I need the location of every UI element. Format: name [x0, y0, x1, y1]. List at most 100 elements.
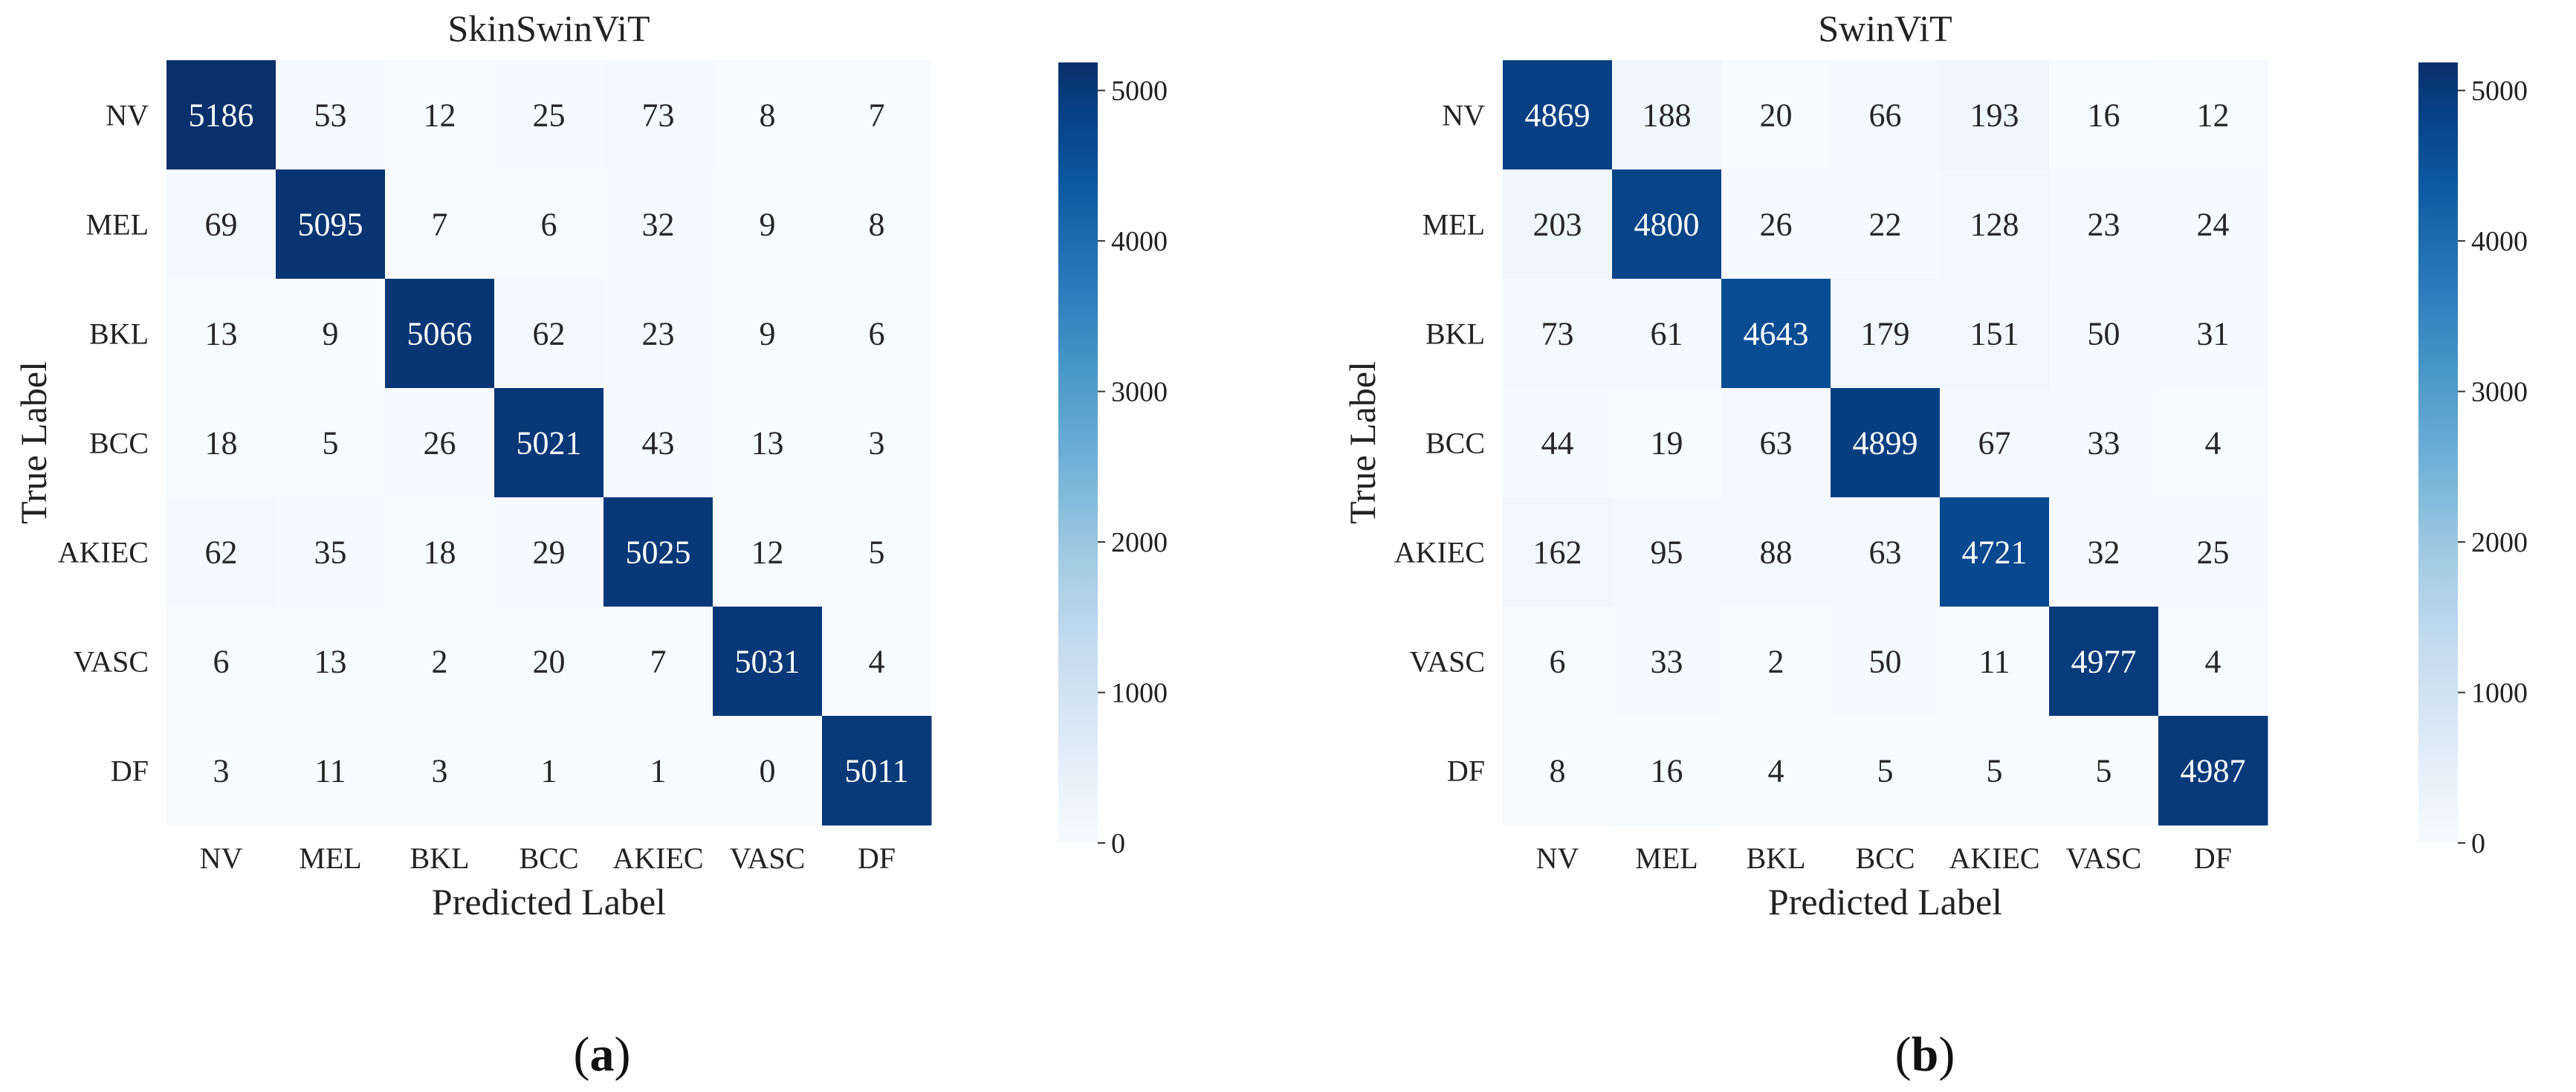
cell-value-label: 11	[314, 753, 346, 789]
cell-value-label: 4977	[2071, 644, 2137, 680]
cell-value-label: 6	[1550, 644, 1566, 680]
cell-value-label: 7	[869, 97, 885, 134]
cell-value-label: 16	[1651, 753, 1683, 789]
cell-value-label: 2	[1768, 644, 1784, 680]
cell-value-label: 13	[314, 644, 347, 680]
x-tick-label: VASC	[2066, 841, 2142, 875]
cell-value-label: 25	[2197, 534, 2230, 571]
cell-value-label: 4869	[1525, 97, 1590, 134]
cell-value-label: 18	[424, 534, 456, 571]
heatmap-cell	[494, 388, 604, 498]
cell-value-label: 16	[2088, 97, 2120, 134]
heatmap-cell	[713, 60, 823, 170]
cell-value-label: 9	[760, 316, 776, 352]
heatmap-cell	[494, 716, 604, 826]
y-tick-label: MEL	[86, 208, 149, 242]
cell-value-label: 128	[1970, 207, 2019, 243]
cell-value-label: 33	[2088, 425, 2120, 462]
x-tick-label: MEL	[1635, 841, 1698, 875]
heatmap-cell	[1503, 169, 1613, 280]
heatmap-cell	[1612, 388, 1722, 498]
heatmap-cell	[166, 279, 276, 389]
heatmap-cell	[2158, 716, 2268, 826]
heatmap-cell	[1831, 60, 1941, 170]
cell-value-label: 3	[869, 425, 885, 462]
heatmap-cell	[1612, 607, 1722, 717]
heatmap-cell	[603, 716, 713, 826]
heatmap-cell	[1831, 497, 1941, 607]
heatmap-cell	[713, 279, 823, 389]
cell-value-label: 66	[1869, 97, 1902, 134]
cell-value-label: 1	[541, 753, 557, 789]
colorbar-tick-label: 1000	[1111, 678, 1168, 709]
heatmap-cell	[2158, 607, 2268, 717]
heatmap-cell	[385, 279, 495, 389]
cell-value-label: 20	[533, 644, 566, 680]
cell-value-label: 88	[1760, 534, 1793, 571]
colorbar-tick-label: 0	[2471, 828, 2485, 859]
heatmap-cell	[603, 279, 713, 389]
heatmap-cell	[1503, 60, 1613, 170]
x-axis-title: Predicted Label	[1768, 881, 2002, 923]
cell-value-label: 62	[533, 316, 566, 352]
cell-value-label: 33	[1651, 644, 1683, 680]
cell-value-label: 8	[760, 97, 776, 134]
cell-value-label: 5011	[844, 753, 908, 789]
cell-value-label: 4643	[1744, 316, 1809, 352]
cell-value-label: 31	[2197, 316, 2230, 352]
chart-title: SwinViT	[1818, 7, 1952, 49]
heatmap-cell	[1503, 607, 1613, 717]
heatmap-cell	[494, 169, 604, 280]
heatmap-cell	[2049, 388, 2159, 498]
cell-value-label: 67	[1978, 425, 2011, 462]
colorbar-tick-label: 5000	[1111, 76, 1168, 107]
cell-value-label: 13	[205, 316, 238, 352]
heatmap-cell	[1721, 388, 1831, 498]
colorbar	[2418, 62, 2458, 843]
y-tick-label: NV	[1442, 99, 1485, 132]
colorbar-tick-label: 5000	[2471, 76, 2528, 107]
y-axis-title: True Label	[1342, 361, 1383, 524]
y-tick-label: MEL	[1423, 208, 1485, 242]
cell-value-label: 50	[1869, 644, 1902, 680]
x-tick-label: NV	[1536, 841, 1579, 875]
heatmap-cell	[713, 388, 823, 498]
heatmap-cell	[1831, 388, 1941, 498]
heatmap-cell	[166, 60, 276, 170]
heatmap-cell	[2158, 169, 2268, 280]
cell-value-label: 63	[1760, 425, 1793, 462]
y-tick-label: BCC	[89, 427, 149, 460]
cell-value-label: 12	[751, 534, 784, 571]
heatmap-cell	[166, 388, 276, 498]
cell-value-label: 32	[2088, 534, 2120, 571]
cell-value-label: 5031	[735, 644, 800, 680]
cell-value-label: 12	[2197, 97, 2230, 134]
cell-value-label: 4	[2205, 644, 2221, 680]
cell-value-label: 53	[314, 97, 347, 134]
cell-value-label: 95	[1651, 534, 1683, 571]
cell-value-label: 69	[205, 207, 238, 243]
heatmap-cell	[603, 60, 713, 170]
heatmap-cell	[276, 60, 386, 170]
heatmap-cell	[276, 169, 386, 280]
heatmap-cell	[1612, 279, 1722, 389]
heatmap-cell	[1612, 169, 1722, 280]
cell-value-label: 61	[1651, 316, 1683, 352]
cell-value-label: 18	[205, 425, 238, 462]
panel-label: (a)	[574, 1027, 631, 1082]
heatmap-cell	[2049, 497, 2159, 607]
heatmap-cell	[276, 716, 386, 826]
cell-value-label: 12	[424, 97, 456, 134]
x-tick-label: AKIEC	[1949, 841, 2039, 875]
heatmap-cell	[1721, 279, 1831, 389]
heatmap-cell	[2158, 279, 2268, 389]
y-tick-label: BCC	[1425, 427, 1485, 460]
cell-value-label: 4987	[2181, 753, 2246, 789]
colorbar-tick-label: 4000	[1111, 226, 1168, 257]
cell-value-label: 13	[751, 425, 784, 462]
colorbar-tick-label: 1000	[2471, 678, 2528, 709]
heatmap-cell	[276, 497, 386, 607]
x-tick-label: BCC	[519, 841, 578, 875]
heatmap-cell	[1503, 279, 1613, 389]
